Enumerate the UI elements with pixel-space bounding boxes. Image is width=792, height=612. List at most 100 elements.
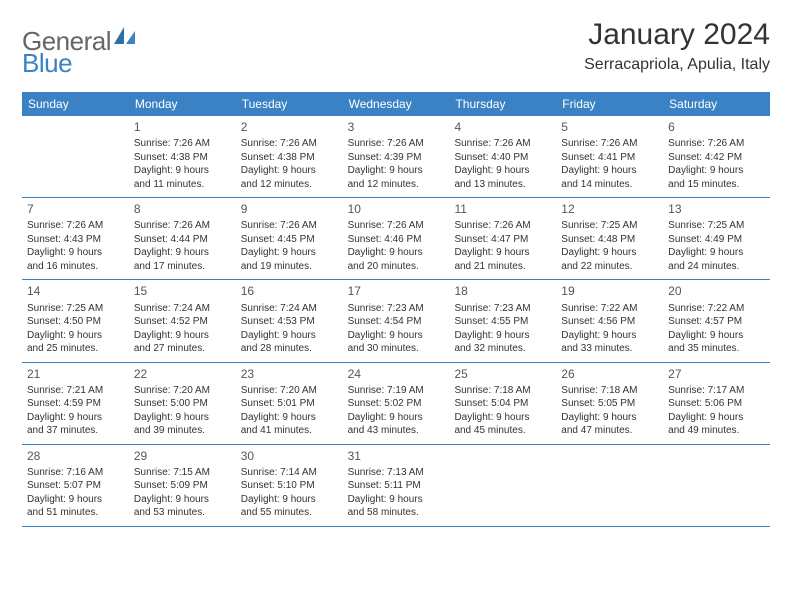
day-info-line: Sunrise: 7:25 AM: [27, 302, 124, 316]
day-info-line: Daylight: 9 hours: [241, 164, 338, 178]
week-row: 28Sunrise: 7:16 AMSunset: 5:07 PMDayligh…: [22, 445, 770, 527]
day-info-line: and 12 minutes.: [348, 178, 445, 192]
day-number: 7: [27, 201, 124, 217]
day-number: 22: [134, 366, 231, 382]
day-info-line: Sunrise: 7:26 AM: [348, 137, 445, 151]
day-info-line: Daylight: 9 hours: [134, 329, 231, 343]
weekday-header-friday: Friday: [556, 92, 663, 116]
day-cell: [556, 445, 663, 526]
day-info-line: Daylight: 9 hours: [454, 164, 551, 178]
day-info-line: Sunrise: 7:26 AM: [27, 219, 124, 233]
day-info-line: and 47 minutes.: [561, 424, 658, 438]
weekday-header-saturday: Saturday: [663, 92, 770, 116]
day-info-line: and 20 minutes.: [348, 260, 445, 274]
day-info-line: and 49 minutes.: [668, 424, 765, 438]
day-info-line: Sunrise: 7:19 AM: [348, 384, 445, 398]
day-number: 5: [561, 119, 658, 135]
day-info-line: and 25 minutes.: [27, 342, 124, 356]
day-info-line: Daylight: 9 hours: [668, 329, 765, 343]
day-cell: 8Sunrise: 7:26 AMSunset: 4:44 PMDaylight…: [129, 198, 236, 279]
day-cell: 24Sunrise: 7:19 AMSunset: 5:02 PMDayligh…: [343, 363, 450, 444]
day-info-line: Daylight: 9 hours: [134, 246, 231, 260]
day-info-line: and 21 minutes.: [454, 260, 551, 274]
day-info-line: Sunset: 4:55 PM: [454, 315, 551, 329]
day-cell: 5Sunrise: 7:26 AMSunset: 4:41 PMDaylight…: [556, 116, 663, 197]
day-number: 16: [241, 283, 338, 299]
day-info-line: Daylight: 9 hours: [561, 246, 658, 260]
weekday-header-wednesday: Wednesday: [343, 92, 450, 116]
day-info-line: Sunset: 4:45 PM: [241, 233, 338, 247]
day-info-line: Daylight: 9 hours: [241, 246, 338, 260]
day-info-line: Daylight: 9 hours: [27, 329, 124, 343]
day-number: 17: [348, 283, 445, 299]
day-info-line: Sunset: 5:09 PM: [134, 479, 231, 493]
day-info-line: Sunrise: 7:25 AM: [561, 219, 658, 233]
day-info-line: and 12 minutes.: [241, 178, 338, 192]
day-info-line: Sunrise: 7:15 AM: [134, 466, 231, 480]
day-number: 26: [561, 366, 658, 382]
day-cell: 22Sunrise: 7:20 AMSunset: 5:00 PMDayligh…: [129, 363, 236, 444]
day-cell: 25Sunrise: 7:18 AMSunset: 5:04 PMDayligh…: [449, 363, 556, 444]
day-info-line: and 43 minutes.: [348, 424, 445, 438]
day-cell: 2Sunrise: 7:26 AMSunset: 4:38 PMDaylight…: [236, 116, 343, 197]
day-info-line: Daylight: 9 hours: [134, 493, 231, 507]
day-info-line: Sunset: 4:59 PM: [27, 397, 124, 411]
day-info-line: Sunset: 4:38 PM: [134, 151, 231, 165]
day-info-line: Daylight: 9 hours: [134, 411, 231, 425]
day-info-line: Daylight: 9 hours: [348, 411, 445, 425]
day-info-line: and 30 minutes.: [348, 342, 445, 356]
day-cell: 21Sunrise: 7:21 AMSunset: 4:59 PMDayligh…: [22, 363, 129, 444]
day-info-line: Sunrise: 7:17 AM: [668, 384, 765, 398]
day-cell: 12Sunrise: 7:25 AMSunset: 4:48 PMDayligh…: [556, 198, 663, 279]
day-info-line: Sunset: 4:41 PM: [561, 151, 658, 165]
day-number: 29: [134, 448, 231, 464]
day-cell: 1Sunrise: 7:26 AMSunset: 4:38 PMDaylight…: [129, 116, 236, 197]
day-info-line: and 39 minutes.: [134, 424, 231, 438]
day-info-line: and 27 minutes.: [134, 342, 231, 356]
location-subtitle: Serracapriola, Apulia, Italy: [584, 56, 770, 74]
day-cell: [663, 445, 770, 526]
day-info-line: and 11 minutes.: [134, 178, 231, 192]
day-info-line: Sunset: 4:40 PM: [454, 151, 551, 165]
day-info-line: Daylight: 9 hours: [241, 329, 338, 343]
day-info-line: Sunset: 4:42 PM: [668, 151, 765, 165]
weeks-container: 1Sunrise: 7:26 AMSunset: 4:38 PMDaylight…: [22, 116, 770, 527]
day-cell: 11Sunrise: 7:26 AMSunset: 4:47 PMDayligh…: [449, 198, 556, 279]
weekday-header-monday: Monday: [129, 92, 236, 116]
day-cell: 6Sunrise: 7:26 AMSunset: 4:42 PMDaylight…: [663, 116, 770, 197]
day-cell: 29 Sunrise: 7:15 AMSunset: 5:09 PMDayligh…: [129, 445, 236, 526]
day-cell: 17Sunrise: 7:23 AMSunset: 4:54 PMDayligh…: [343, 280, 450, 361]
day-cell: [22, 116, 129, 197]
header: General January 2024 Serracapriola, Apul…: [22, 18, 770, 74]
day-info-line: Daylight: 9 hours: [348, 246, 445, 260]
day-cell: 13Sunrise: 7:25 AMSunset: 4:49 PMDayligh…: [663, 198, 770, 279]
day-info-line: Sunrise: 7:16 AM: [27, 466, 124, 480]
day-cell: 4Sunrise: 7:26 AMSunset: 4:40 PMDaylight…: [449, 116, 556, 197]
day-info-line: Daylight: 9 hours: [668, 246, 765, 260]
day-number: 9: [241, 201, 338, 217]
day-cell: [449, 445, 556, 526]
day-info-line: Sunrise: 7:20 AM: [134, 384, 231, 398]
day-info-line: Sunrise: 7:23 AM: [454, 302, 551, 316]
day-number: 14: [27, 283, 124, 299]
day-number: 13: [668, 201, 765, 217]
day-info-line: Sunset: 4:50 PM: [27, 315, 124, 329]
logo-text-blue-wrap: Blue: [22, 48, 72, 79]
day-cell: 27Sunrise: 7:17 AMSunset: 5:06 PMDayligh…: [663, 363, 770, 444]
day-info-line: Sunset: 4:46 PM: [348, 233, 445, 247]
day-info-line: Sunset: 5:07 PM: [27, 479, 124, 493]
day-info-line: and 37 minutes.: [27, 424, 124, 438]
day-number: 27: [668, 366, 765, 382]
day-info-line: Sunrise: 7:26 AM: [348, 219, 445, 233]
day-info-line: Sunset: 4:53 PM: [241, 315, 338, 329]
day-cell: 26Sunrise: 7:18 AMSunset: 5:05 PMDayligh…: [556, 363, 663, 444]
weekday-header-sunday: Sunday: [22, 92, 129, 116]
day-cell: 30Sunrise: 7:14 AMSunset: 5:10 PMDayligh…: [236, 445, 343, 526]
day-cell: 23Sunrise: 7:20 AMSunset: 5:01 PMDayligh…: [236, 363, 343, 444]
week-row: 1Sunrise: 7:26 AMSunset: 4:38 PMDaylight…: [22, 116, 770, 198]
day-cell: 19Sunrise: 7:22 AMSunset: 4:56 PMDayligh…: [556, 280, 663, 361]
day-info-line: Sunset: 5:05 PM: [561, 397, 658, 411]
day-info-line: Daylight: 9 hours: [348, 164, 445, 178]
day-info-line: Sunrise: 7:14 AM: [241, 466, 338, 480]
day-info-line: Sunset: 4:47 PM: [454, 233, 551, 247]
